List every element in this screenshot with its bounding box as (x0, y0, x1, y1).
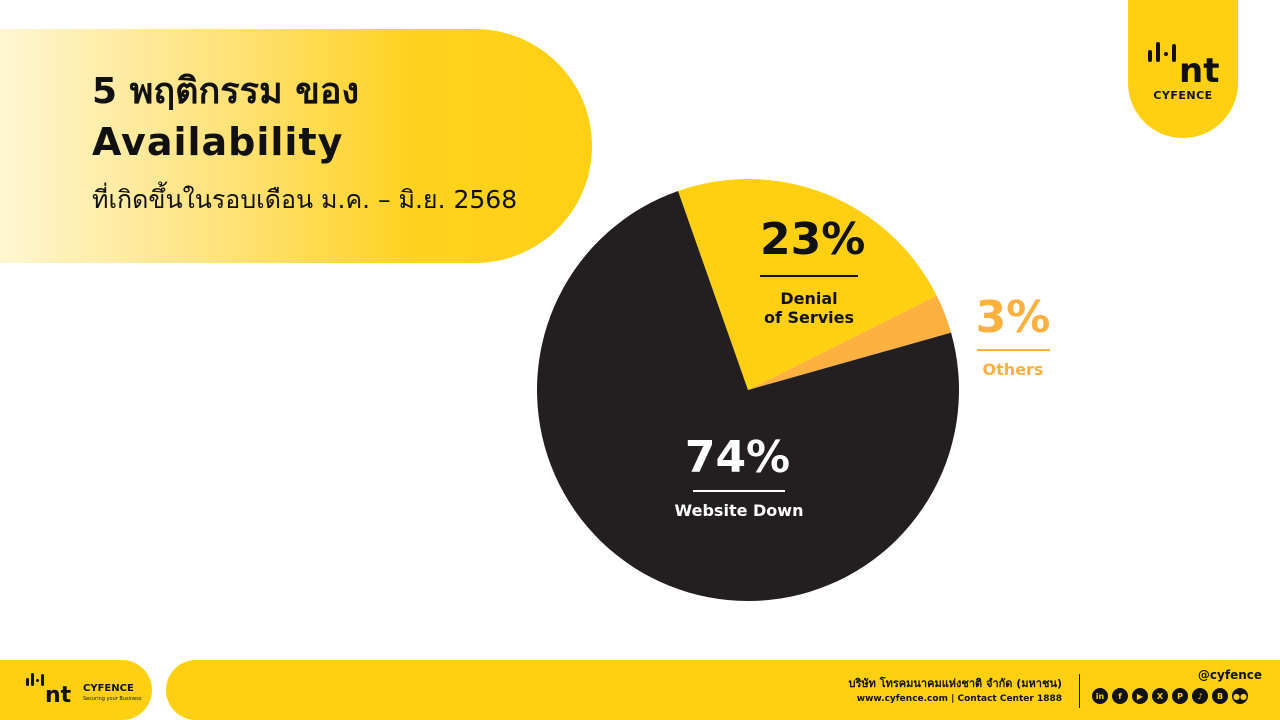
svg-text:nt: nt (1179, 51, 1219, 86)
dos-percent-label: 23% (760, 214, 866, 265)
dos-name-label: Denial of Servies (750, 289, 868, 327)
medium-icon[interactable]: ●● (1232, 688, 1248, 704)
page-title: 5 พฤติกรรม ของ (92, 71, 360, 112)
title-banner (0, 29, 592, 263)
footer-logo-text: CYFENCE (83, 683, 134, 694)
nt-logo-icon: nt (1148, 42, 1219, 86)
pie-slice-website-down (536, 190, 959, 602)
brand-logo-tab (1128, 0, 1238, 138)
footer-social-handle: @cyfence (1197, 668, 1262, 682)
social-icons: in f ▶ X P ♪ B ●● (1092, 688, 1248, 704)
footer-nt-logo-icon: nt (26, 673, 72, 706)
page-subtitle: ที่เกิดขึ้นในรอบเดือน ม.ค. – มิ.ย. 2568 (92, 185, 518, 214)
footer-logo-tagline: Securing your Business (83, 696, 142, 702)
dos-divider (760, 275, 858, 277)
brand-logo-text: CYFENCE (1153, 89, 1213, 102)
footer-company-name: บริษัท โทรคมนาคมแห่งชาติ จำกัด (มหาชน) (848, 677, 1062, 690)
svg-text:nt: nt (45, 683, 72, 706)
website-percent-label: 74% (684, 432, 791, 483)
pie-slice-denial-of-servies (678, 179, 937, 390)
dos-name-line1: Denial (780, 289, 838, 308)
tiktok-icon[interactable]: ♪ (1192, 688, 1208, 704)
blockdit-icon[interactable]: B (1212, 688, 1228, 704)
pinterest-icon[interactable]: P (1172, 688, 1188, 704)
x-icon[interactable]: X (1152, 688, 1168, 704)
footer-divider (1079, 674, 1080, 708)
facebook-icon[interactable]: f (1112, 688, 1128, 704)
website-name-label: Website Down (674, 501, 804, 520)
footer-logo-panel (0, 660, 152, 720)
footer-contact-link[interactable]: www.cyfence.com | Contact Center 1888 (856, 694, 1062, 704)
others-divider (977, 349, 1050, 351)
linkedin-icon[interactable]: in (1092, 688, 1108, 704)
dos-name-line2: of Servies (763, 308, 855, 327)
youtube-icon[interactable]: ▶ (1132, 688, 1148, 704)
page-title-topic: Availability (92, 120, 344, 164)
website-divider (693, 490, 785, 492)
others-percent-label: 3% (975, 292, 1051, 343)
pie-slice-others (748, 295, 952, 390)
others-name-label: Others (982, 360, 1044, 379)
